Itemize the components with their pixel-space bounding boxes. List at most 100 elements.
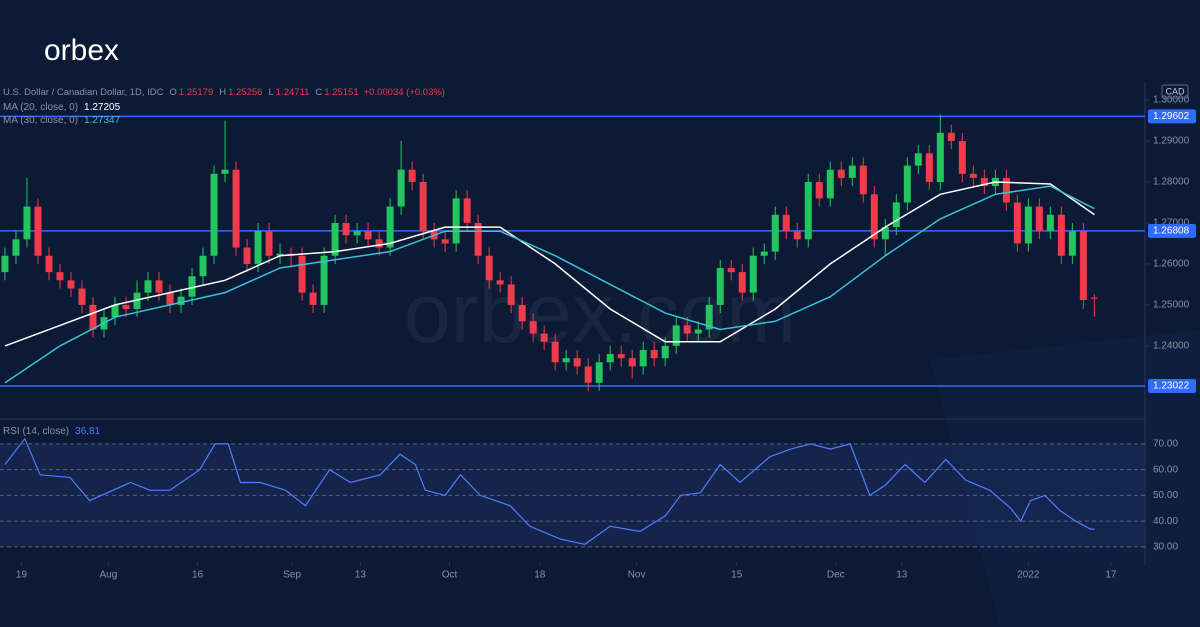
candle-body	[276, 253, 284, 256]
candle-body	[694, 329, 702, 334]
candle-body	[496, 280, 504, 285]
candle-body	[56, 272, 64, 281]
ma-legend: MA (20, close, 0) 1.27205	[3, 102, 121, 113]
level-label: 1.23022	[1153, 381, 1190, 392]
candle-body	[628, 358, 636, 367]
symbol: U.S. Dollar / Canadian Dollar, 1D, IDC	[3, 87, 164, 98]
candle-body	[859, 165, 867, 195]
candle-body	[551, 341, 559, 363]
logo: orbex	[44, 34, 119, 67]
candle-body	[771, 214, 779, 252]
candle-body	[661, 345, 669, 359]
ohlc-value: 1.24711	[276, 87, 310, 98]
candle-body	[1013, 202, 1021, 244]
candle-body	[639, 349, 647, 367]
candle-body	[1090, 297, 1098, 299]
x-tick-label: 19	[16, 570, 28, 581]
ma-legend: MA (30, close, 0) 1.27347	[3, 115, 121, 126]
ohlc-value: 1.25179	[179, 87, 213, 98]
ma-value: 1.27205	[84, 102, 121, 113]
candle-body	[144, 280, 152, 293]
candle-body	[34, 206, 42, 256]
candle-body	[342, 222, 350, 236]
candle-body	[408, 169, 416, 182]
candle-body	[727, 268, 735, 273]
candle-body	[617, 354, 625, 359]
candle-body	[122, 304, 130, 310]
candle-body	[67, 280, 75, 289]
level-label-bg	[1148, 223, 1196, 238]
candle-body	[485, 255, 493, 281]
header: U.S. Dollar / Canadian Dollar, 1D, IDC O 1…	[3, 87, 445, 98]
y-tick-label: 1.24000	[1153, 341, 1190, 352]
candle-body	[815, 181, 823, 199]
rsi-tick-label: 50.00	[1153, 490, 1178, 501]
candle-body	[1002, 177, 1010, 203]
candle-body	[969, 173, 977, 178]
ohlc-value: 1.25151	[324, 87, 358, 98]
x-tick-label: 2022	[1017, 570, 1040, 581]
level-label-bg	[1148, 378, 1196, 393]
candle-body	[12, 239, 20, 256]
candle-body	[705, 304, 713, 330]
candle-body	[881, 227, 889, 240]
candle-body	[947, 132, 955, 142]
candle-body	[364, 231, 372, 240]
candle-body	[210, 173, 218, 256]
rsi-tick-label: 30.00	[1153, 542, 1178, 553]
candle-body	[89, 304, 97, 330]
rsi-tick-label: 70.00	[1153, 439, 1178, 450]
candle-body	[1046, 214, 1054, 232]
watermark: orbex.com	[404, 266, 796, 360]
candle-body	[749, 255, 757, 293]
candle-body	[518, 304, 526, 322]
candle-body	[1024, 206, 1032, 244]
x-tick-label: 18	[534, 570, 546, 581]
rsi-line	[4, 437, 1095, 545]
candle-body	[309, 292, 317, 305]
ohlc-label: L	[268, 87, 273, 98]
y-tick-label: 1.28000	[1153, 177, 1190, 188]
ma-value: 1.27347	[84, 115, 121, 126]
candle-body	[848, 165, 856, 178]
candle-body	[254, 231, 262, 264]
rsi-tick-label: 40.00	[1153, 516, 1178, 527]
currency-box	[1161, 84, 1189, 99]
candle-body	[45, 255, 53, 273]
candle-body	[595, 362, 603, 383]
x-tick-label: 17	[1105, 570, 1117, 581]
x-tick-label: Sep	[283, 570, 301, 581]
x-tick-label: 16	[192, 570, 204, 581]
rsi-value: 36.81	[75, 426, 100, 437]
candle-body	[452, 198, 460, 244]
ma-name: MA (30, close, 0)	[3, 115, 78, 126]
candle-body	[177, 296, 185, 305]
x-tick-label: 13	[355, 570, 367, 581]
x-tick-label: Oct	[442, 570, 458, 581]
candle-body	[155, 280, 163, 293]
y-tick-label: 1.25000	[1153, 300, 1190, 311]
candle-body	[386, 206, 394, 248]
candle-body	[870, 194, 878, 240]
candle-body	[837, 169, 845, 178]
candle-body	[804, 181, 812, 240]
candle-body	[760, 251, 768, 256]
ohlc-value: 1.25256	[228, 87, 262, 98]
candle-body	[463, 198, 471, 223]
x-tick-label: Nov	[628, 570, 646, 581]
candle-body	[573, 358, 581, 367]
rsi-name: RSI (14, close)	[3, 426, 69, 437]
candle-body	[353, 231, 361, 236]
candle-body	[474, 222, 482, 256]
level-label-bg	[1148, 109, 1196, 124]
y-tick-label: 1.30000	[1153, 95, 1190, 106]
y-tick-label: 1.26000	[1153, 259, 1190, 270]
candle-body	[529, 321, 537, 334]
candle-body	[584, 366, 592, 383]
candle-body	[320, 255, 328, 305]
candle-body	[903, 165, 911, 203]
candle-body	[199, 255, 207, 277]
candle-body	[1068, 231, 1076, 256]
candle-body	[716, 268, 724, 305]
